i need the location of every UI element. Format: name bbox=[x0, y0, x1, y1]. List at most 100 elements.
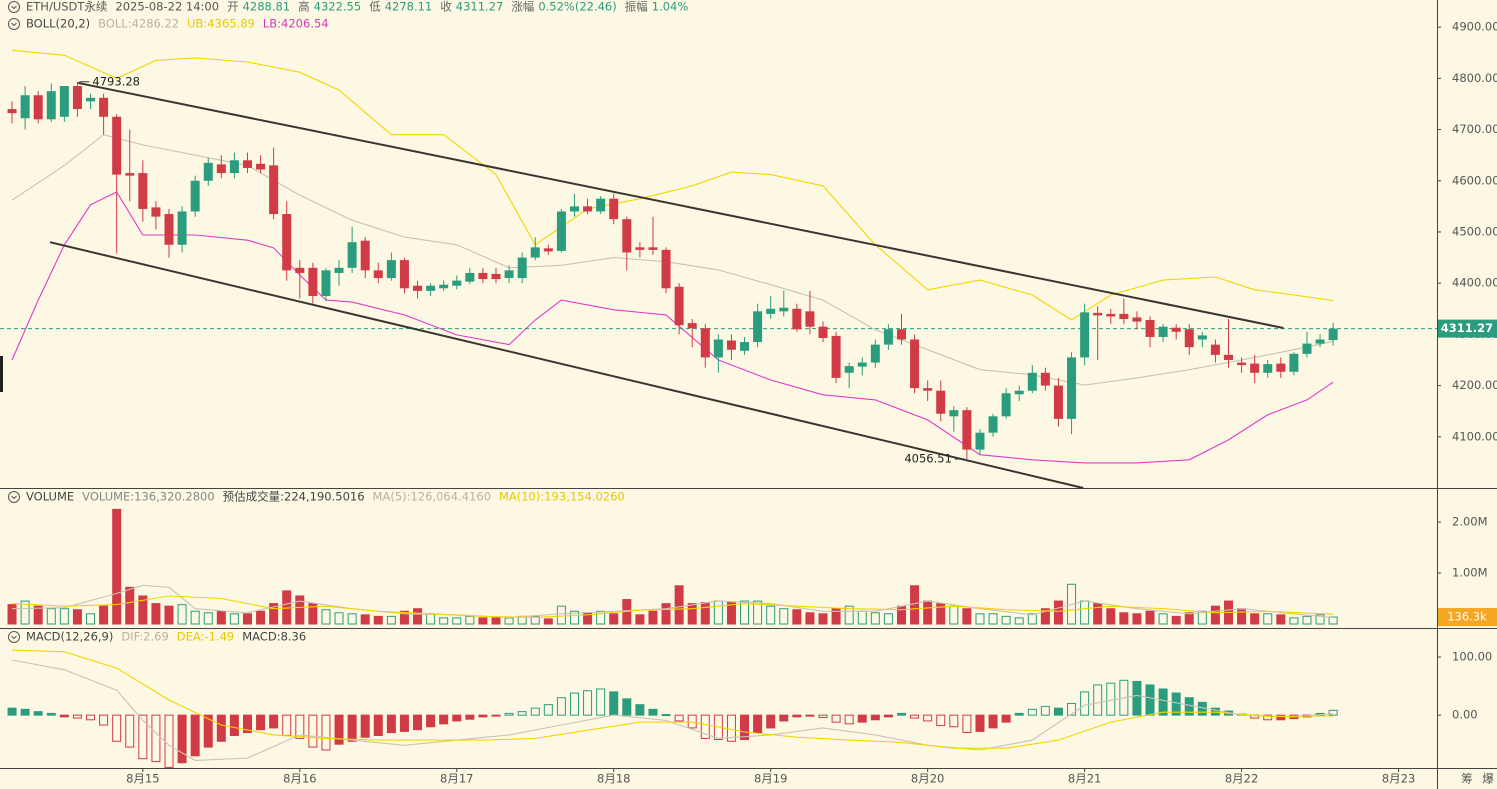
candle-body bbox=[7, 109, 17, 114]
macd-bar bbox=[583, 690, 593, 716]
collapse-icon[interactable] bbox=[8, 631, 20, 643]
volume-bar bbox=[386, 615, 396, 625]
volume-bar bbox=[818, 613, 828, 625]
volume-bar bbox=[373, 615, 383, 625]
macd-bar bbox=[1053, 707, 1063, 716]
collapse-icon[interactable] bbox=[8, 1, 20, 13]
volume-bar bbox=[242, 613, 252, 625]
candle-body bbox=[373, 270, 383, 279]
candle-body bbox=[1158, 326, 1168, 337]
edge-marker bbox=[0, 356, 3, 392]
volume-bar bbox=[962, 608, 972, 625]
candle-body bbox=[269, 165, 279, 215]
candle-body bbox=[648, 247, 658, 250]
volume-bar bbox=[1027, 613, 1037, 625]
volume-bar bbox=[896, 605, 906, 625]
y-tick-label: 4100.00 bbox=[1452, 429, 1497, 443]
candle-body bbox=[151, 207, 161, 217]
candle-body bbox=[504, 270, 514, 279]
candle-body bbox=[713, 339, 723, 358]
macd-bar bbox=[543, 704, 553, 716]
indicator-text: 预估成交量:224,190.5016 bbox=[223, 490, 365, 504]
candle-body bbox=[1210, 344, 1220, 355]
macd-bar bbox=[151, 714, 161, 763]
field-label: 低 bbox=[369, 0, 381, 14]
candle-body bbox=[465, 272, 475, 282]
macd-bar bbox=[975, 714, 985, 732]
macd-bar bbox=[661, 714, 671, 717]
volume-bar bbox=[1145, 610, 1155, 625]
macd-bar bbox=[72, 714, 82, 719]
candle-body bbox=[229, 160, 239, 174]
candle-body bbox=[805, 311, 815, 327]
collapse-icon[interactable] bbox=[8, 18, 20, 30]
macd-bar bbox=[1132, 680, 1142, 716]
volume-bar bbox=[1237, 608, 1247, 625]
macd-bar bbox=[1158, 688, 1168, 716]
volume-bar bbox=[1053, 600, 1063, 625]
candle-body bbox=[661, 249, 671, 289]
macd-bar bbox=[439, 714, 449, 725]
candle-body bbox=[295, 267, 305, 273]
volume-bar bbox=[1093, 603, 1103, 625]
candle-body bbox=[203, 162, 213, 181]
macd-bar bbox=[360, 714, 370, 738]
candle-body bbox=[1237, 362, 1247, 366]
candle-body bbox=[543, 248, 553, 252]
volume-bar bbox=[1171, 615, 1181, 625]
collapse-icon[interactable] bbox=[8, 491, 20, 503]
volume-bar bbox=[543, 618, 553, 625]
y-tick-label: 4600.00 bbox=[1452, 173, 1497, 187]
candle-body bbox=[1132, 317, 1142, 322]
volume-bar bbox=[229, 613, 239, 625]
candle-body bbox=[347, 242, 357, 268]
candle-body bbox=[700, 328, 710, 358]
x-tick-label: 8月16 bbox=[283, 772, 316, 786]
macd-bar bbox=[308, 714, 318, 748]
volume-tag bbox=[1438, 608, 1497, 627]
volume-bar bbox=[910, 585, 920, 625]
candle-body bbox=[452, 280, 462, 286]
volume-bar bbox=[1302, 615, 1312, 625]
macd-bar bbox=[426, 714, 436, 728]
volume-bar bbox=[805, 612, 815, 625]
macd-bar bbox=[491, 714, 501, 717]
macd-bar bbox=[1067, 703, 1077, 716]
candle-body bbox=[1067, 357, 1077, 419]
field-label: 振幅 bbox=[625, 0, 648, 14]
macd-bar bbox=[1080, 691, 1090, 716]
y-tick-label: 4200.00 bbox=[1452, 378, 1497, 392]
footer-icon[interactable]: 筹 bbox=[1461, 772, 1473, 786]
collapse-chevron bbox=[11, 5, 17, 10]
volume-bar bbox=[700, 602, 710, 625]
macd-bar bbox=[1027, 708, 1037, 716]
candle-body bbox=[753, 311, 763, 343]
candle-body bbox=[242, 160, 252, 168]
volume-bar bbox=[1210, 605, 1220, 625]
candle-body bbox=[674, 286, 684, 326]
high-label: 4793.28 bbox=[92, 74, 140, 88]
y-tick-label: 4700.00 bbox=[1452, 122, 1497, 136]
volume-bar bbox=[1119, 612, 1129, 625]
macd-bar bbox=[936, 714, 946, 727]
candle-body bbox=[1328, 328, 1338, 341]
volume-bar bbox=[399, 610, 409, 625]
candle-body bbox=[1040, 372, 1050, 386]
macd-bar bbox=[779, 714, 789, 722]
legend-entry: LB:4206.54 bbox=[263, 17, 329, 31]
candle-body bbox=[530, 247, 540, 258]
macd-bar bbox=[112, 714, 122, 742]
candle-body bbox=[896, 329, 906, 340]
macd-bar bbox=[59, 714, 69, 718]
macd-bar bbox=[1276, 714, 1286, 721]
volume-bar bbox=[556, 605, 566, 625]
footer-icon[interactable]: 爆 bbox=[1482, 772, 1494, 786]
macd-bar bbox=[674, 714, 684, 722]
macd-bar bbox=[569, 692, 579, 716]
macd-bar bbox=[413, 714, 423, 731]
volume-bar bbox=[295, 595, 305, 625]
candle-body bbox=[282, 214, 292, 271]
candle-body bbox=[949, 410, 959, 417]
macd-bar bbox=[86, 714, 96, 721]
